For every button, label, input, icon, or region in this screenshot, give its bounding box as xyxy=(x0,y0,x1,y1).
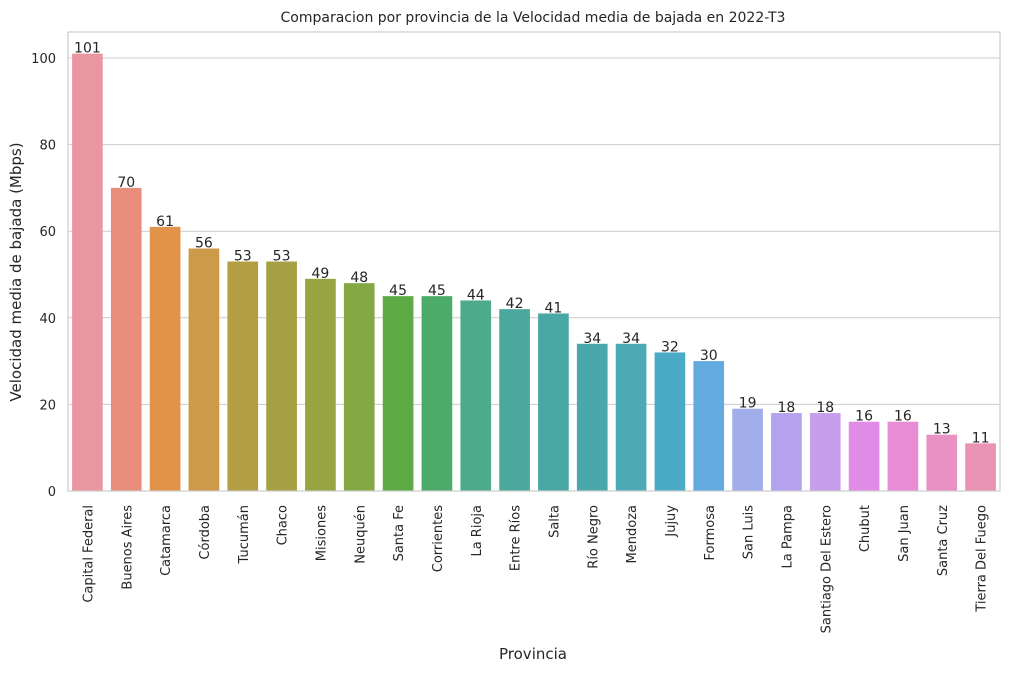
bar-value-label: 49 xyxy=(312,266,330,282)
x-tick-label: Misiones xyxy=(314,505,329,561)
x-tick-label: Santiago Del Estero xyxy=(819,505,834,633)
bar xyxy=(965,443,996,491)
x-tick-label: La Pampa xyxy=(780,505,795,568)
x-tick-label: Santa Cruz xyxy=(936,505,951,576)
x-tick-label: Catamarca xyxy=(159,505,174,576)
x-tick-label: Córdoba xyxy=(198,505,213,560)
bar xyxy=(110,187,142,492)
bar xyxy=(693,361,725,491)
x-tick-label: La Rioja xyxy=(470,505,485,557)
bar-value-label: 13 xyxy=(933,422,951,438)
bar-value-label: 44 xyxy=(467,287,485,303)
x-tick-label: Corrientes xyxy=(431,505,446,572)
x-tick-label: Formosa xyxy=(703,505,718,560)
bar xyxy=(538,313,569,491)
bar xyxy=(576,343,608,491)
y-tick-label: 20 xyxy=(39,398,56,413)
x-tick-label: Tierra Del Fuego xyxy=(975,505,990,613)
x-tick-label: San Juan xyxy=(897,505,912,562)
chart-title: Comparacion por provincia de la Velocida… xyxy=(281,10,786,26)
x-axis-title: Provincia xyxy=(499,645,567,663)
x-tick-label: Capital Federal xyxy=(81,505,96,603)
x-tick-label: Jujuy xyxy=(664,505,679,538)
bar-value-label: 34 xyxy=(622,331,640,347)
bar-value-label: 30 xyxy=(700,348,718,364)
y-tick-label: 60 xyxy=(39,225,56,240)
bar xyxy=(227,261,259,491)
bar xyxy=(887,421,919,491)
bar-value-label: 101 xyxy=(74,41,101,57)
bar-value-label: 34 xyxy=(583,331,601,347)
bar-value-label: 45 xyxy=(428,283,446,299)
x-tick-label: Salta xyxy=(547,505,562,538)
plot-frame xyxy=(67,31,1001,492)
bar-value-label: 53 xyxy=(234,249,252,265)
x-tick-label: Chaco xyxy=(276,505,291,545)
bar xyxy=(771,413,802,491)
x-tick-label: Tucumán xyxy=(237,505,252,564)
bar xyxy=(72,53,103,492)
bar-value-label: 19 xyxy=(739,396,757,412)
y-tick-label: 80 xyxy=(39,139,56,154)
bar xyxy=(654,352,686,491)
bar-value-label: 42 xyxy=(506,296,524,312)
y-tick-label: 100 xyxy=(31,52,56,67)
bars xyxy=(72,53,996,492)
bar-value-label: 70 xyxy=(117,175,135,191)
bar-value-labels: 101 70 61 56 53 53 49 48 45 45 44 42 41 34 34 32 30 19 18 1… xyxy=(74,41,989,447)
bar xyxy=(188,248,220,491)
x-tick-label: Mendoza xyxy=(625,505,640,563)
bar-value-label: 11 xyxy=(972,430,990,446)
bar xyxy=(732,408,763,491)
y-tick-label: 0 xyxy=(48,485,56,500)
x-tick-label: Chubut xyxy=(858,505,873,552)
x-axis-ticks: Capital Federal Buenos Aires Catamarca Córd… xyxy=(81,505,989,634)
bar xyxy=(499,309,530,491)
x-tick-label: San Luis xyxy=(742,505,757,559)
bar xyxy=(615,343,647,491)
bar-value-label: 56 xyxy=(195,236,213,252)
bar-value-label: 16 xyxy=(855,409,873,425)
x-tick-label: Entre Ríos xyxy=(509,505,524,571)
x-tick-label: Santa Fe xyxy=(392,505,407,561)
bar xyxy=(266,261,297,491)
bar-value-label: 53 xyxy=(273,249,291,265)
bar-value-label: 45 xyxy=(389,283,407,299)
x-tick-label: Neuquén xyxy=(353,505,368,564)
bar-value-label: 32 xyxy=(661,339,679,355)
bar xyxy=(421,296,453,491)
x-tick-label: Buenos Aires xyxy=(120,505,135,590)
bar-value-label: 18 xyxy=(778,400,796,416)
bar-value-label: 16 xyxy=(894,409,912,425)
bar xyxy=(809,413,841,491)
bar xyxy=(848,421,880,491)
bar-value-label: 61 xyxy=(156,214,174,230)
bar-value-label: 48 xyxy=(350,270,368,286)
bar-value-label: 18 xyxy=(816,400,834,416)
bar xyxy=(343,283,375,491)
y-axis-title: Velocidad media de bajada (Mbps) xyxy=(7,142,25,401)
bar xyxy=(149,226,181,491)
bar xyxy=(382,296,414,491)
y-axis-ticks: 0 20 40 60 80 100 xyxy=(31,52,56,500)
bar xyxy=(460,300,492,491)
y-tick-label: 40 xyxy=(39,312,56,327)
bar xyxy=(926,434,958,491)
bar xyxy=(305,278,336,491)
x-tick-label: Río Negro xyxy=(586,505,601,569)
bar-value-label: 41 xyxy=(545,300,563,316)
